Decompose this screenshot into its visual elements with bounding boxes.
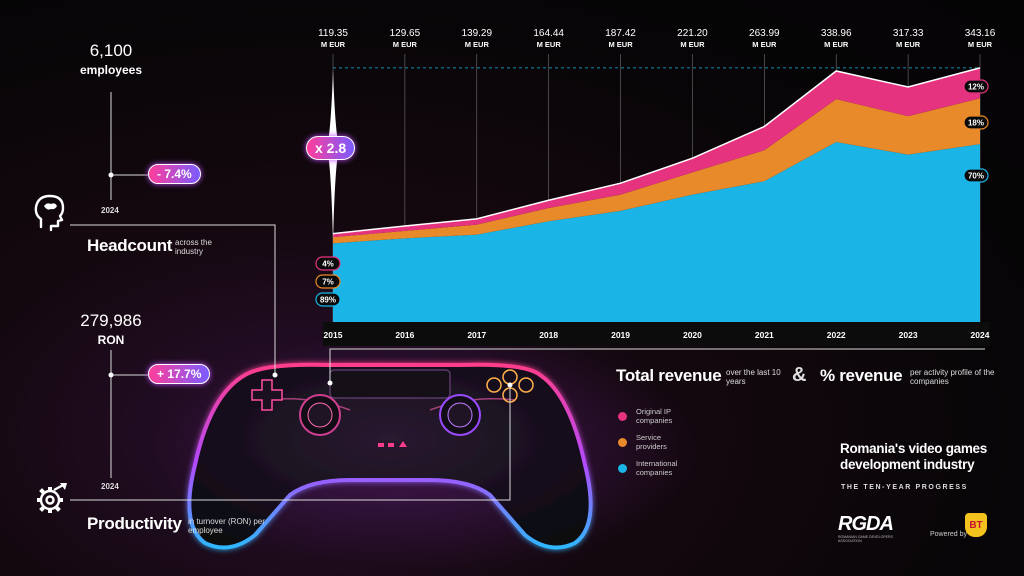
year-label-2021: 2021 bbox=[755, 330, 774, 340]
rgda-subtitle: ROMANIAN GAME DEVELOPERS ASSOCIATION bbox=[838, 535, 893, 543]
year-label-2017: 2017 bbox=[467, 330, 486, 340]
headline: Romania's video games development indust… bbox=[840, 441, 987, 472]
total-value-label: 129.65 bbox=[390, 28, 421, 39]
total-unit-label: M EUR bbox=[537, 40, 562, 49]
total-unit-label: M EUR bbox=[680, 40, 705, 49]
total-value-label: 119.35 bbox=[318, 28, 348, 39]
total-value-label: 343.16 bbox=[965, 28, 996, 39]
tagline: THE TEN-YEAR PROGRESS bbox=[841, 484, 968, 491]
rgda-logo: RGDA bbox=[838, 513, 894, 535]
start-share-badge: 7% bbox=[322, 278, 334, 287]
legend-item-international: International companies bbox=[618, 457, 728, 479]
total-unit-label: M EUR bbox=[752, 40, 777, 49]
total-unit-label: M EUR bbox=[465, 40, 490, 49]
total-unit-label: M EUR bbox=[608, 40, 633, 49]
headcount-unit: employees bbox=[79, 63, 143, 77]
start-share-badge: 4% bbox=[322, 260, 334, 269]
headcount-subtitle: across the industry bbox=[175, 238, 212, 256]
legend-item-service: Service providers bbox=[618, 431, 728, 453]
legend-label: International companies bbox=[636, 459, 678, 477]
start-share-badge-pill bbox=[315, 292, 341, 307]
total-unit-label: M EUR bbox=[968, 40, 993, 49]
area-series-2 bbox=[333, 67, 980, 238]
total-value-label: 164.44 bbox=[533, 28, 564, 39]
legend-dot-service bbox=[618, 437, 627, 447]
total-value-label: 338.96 bbox=[821, 28, 852, 39]
year-label-2018: 2018 bbox=[539, 330, 558, 340]
end-share-badge: 12% bbox=[968, 83, 984, 92]
legend-item-original-ip: Original IP companies bbox=[618, 405, 728, 427]
area-series-1 bbox=[333, 98, 980, 244]
chart-legend: Original IP companies Service providers … bbox=[618, 405, 728, 479]
total-revenue-title: Total revenue bbox=[616, 366, 722, 385]
total-value-label: 263.99 bbox=[749, 28, 780, 39]
legend-dot-international bbox=[618, 463, 627, 473]
productivity-change-badge: + 17.7% bbox=[148, 364, 211, 384]
productivity-year: 2024 bbox=[101, 482, 119, 491]
x-axis-band bbox=[323, 322, 990, 346]
multiplier-badge: x 2.8 bbox=[306, 136, 356, 160]
productivity-title: Productivity bbox=[87, 514, 182, 533]
total-unit-label: M EUR bbox=[896, 40, 921, 49]
percent-revenue-subtitle: per activity profile of the companies bbox=[910, 368, 995, 386]
total-value-label: 187.42 bbox=[605, 28, 636, 39]
end-share-badge: 70% bbox=[968, 172, 984, 181]
total-value-label: 221.20 bbox=[677, 28, 708, 39]
gear-arrow-icon bbox=[37, 482, 67, 513]
end-share-badge-pill bbox=[963, 79, 989, 94]
total-unit-label: M EUR bbox=[321, 40, 346, 49]
powered-by-label: Powered by bbox=[930, 531, 967, 538]
legend-label: Service providers bbox=[636, 433, 667, 451]
year-label-2019: 2019 bbox=[611, 330, 630, 340]
headcount-value: 6,100 bbox=[89, 41, 133, 60]
headcount-title: Headcount bbox=[87, 236, 173, 255]
percent-revenue-title: % revenue bbox=[820, 366, 903, 385]
headcount-year: 2024 bbox=[101, 206, 119, 215]
year-label-2015: 2015 bbox=[324, 330, 343, 340]
productivity-value: 279,986 bbox=[80, 311, 142, 330]
year-label-2022: 2022 bbox=[827, 330, 846, 340]
end-share-badge-pill bbox=[963, 115, 989, 130]
total-line bbox=[332, 67, 981, 235]
productivity-subtitle: in turnover (RON) per employee bbox=[188, 517, 265, 535]
year-label-2023: 2023 bbox=[899, 330, 918, 340]
total-value-label: 317.33 bbox=[893, 28, 924, 39]
start-share-badge: 89% bbox=[320, 296, 336, 305]
head-silhouette-icon bbox=[34, 194, 65, 232]
headcount-change-badge: - 7.4% bbox=[148, 164, 201, 184]
year-label-2020: 2020 bbox=[683, 330, 702, 340]
area-series-0 bbox=[333, 142, 980, 322]
bt-logo-text: BT bbox=[969, 519, 983, 531]
end-share-badge: 18% bbox=[968, 119, 984, 128]
end-share-badge-pill bbox=[963, 168, 989, 183]
total-unit-label: M EUR bbox=[824, 40, 849, 49]
bt-logo: BT bbox=[965, 513, 987, 537]
legend-label: Original IP companies bbox=[636, 407, 673, 425]
year-label-2024: 2024 bbox=[971, 330, 990, 340]
total-unit-label: M EUR bbox=[393, 40, 418, 49]
productivity-unit: RON bbox=[97, 333, 125, 347]
total-revenue-subtitle: over the last 10 years bbox=[726, 368, 781, 386]
start-share-badge-pill bbox=[315, 274, 341, 289]
ampersand: & bbox=[792, 364, 807, 386]
year-label-2016: 2016 bbox=[395, 330, 414, 340]
total-value-label: 139.29 bbox=[461, 28, 492, 39]
legend-dot-original-ip bbox=[618, 411, 627, 421]
start-share-badge-pill bbox=[315, 256, 341, 271]
